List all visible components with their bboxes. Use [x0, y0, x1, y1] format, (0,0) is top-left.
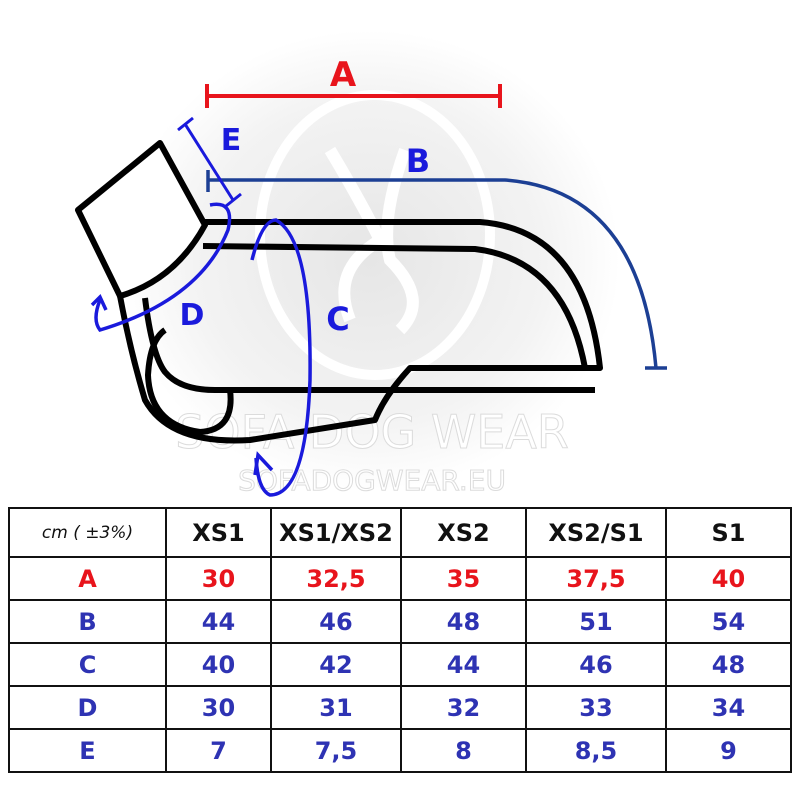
column-header: XS2 [400, 507, 527, 558]
column-header: XS1 [165, 507, 272, 558]
cell: 46 [270, 599, 402, 644]
cell: 42 [270, 642, 402, 687]
watermark-brand: SOFA DOG WEAR [175, 405, 569, 459]
cell: 48 [400, 599, 527, 644]
table-row: C 40 42 44 46 48 [8, 642, 792, 687]
cell: 7 [165, 728, 272, 773]
column-header: XS1/XS2 [270, 507, 402, 558]
cell: 44 [400, 642, 527, 687]
row-label: A [8, 556, 167, 601]
measure-d [90, 202, 232, 333]
measure-b [206, 170, 667, 370]
table-row: A 30 32,5 35 37,5 40 [8, 556, 792, 601]
cell: 44 [165, 599, 272, 644]
cell: 8 [400, 728, 527, 773]
cell: 32,5 [270, 556, 402, 601]
cell: 40 [665, 556, 792, 601]
label-e: E [221, 123, 242, 158]
table-row: D 30 31 32 33 34 [8, 685, 792, 730]
cell: 30 [165, 685, 272, 730]
row-label: E [8, 728, 167, 773]
cell: 48 [665, 642, 792, 687]
cell: 33 [525, 685, 667, 730]
size-table: cm ( ±3%) XS1 XS1/XS2 XS2 XS2/S1 S1 A 30… [8, 507, 792, 773]
garment-outline [75, 140, 603, 444]
table-row: B 44 46 48 51 54 [8, 599, 792, 644]
watermark-logo: SOFA DOG WEAR SOFADOGWEAR.EU [120, 30, 620, 498]
row-label: C [8, 642, 167, 687]
cell: 46 [525, 642, 667, 687]
row-label: D [8, 685, 167, 730]
cell: 34 [665, 685, 792, 730]
cell: 51 [525, 599, 667, 644]
cell: 37,5 [525, 556, 667, 601]
label-c: C [326, 300, 349, 338]
cell: 40 [165, 642, 272, 687]
cell: 54 [665, 599, 792, 644]
unit-label: cm ( ±3%) [8, 507, 167, 558]
cell: 8,5 [525, 728, 667, 773]
cell: 32 [400, 685, 527, 730]
label-a: A [330, 55, 357, 95]
table-header-row: cm ( ±3%) XS1 XS1/XS2 XS2 XS2/S1 S1 [8, 507, 792, 558]
measure-e [177, 116, 242, 208]
cell: 31 [270, 685, 402, 730]
column-header: S1 [665, 507, 792, 558]
measure-a [205, 84, 502, 108]
cell: 35 [400, 556, 527, 601]
cell: 30 [165, 556, 272, 601]
row-label: B [8, 599, 167, 644]
measure-c [250, 218, 312, 497]
cell: 9 [665, 728, 792, 773]
cell: 7,5 [270, 728, 402, 773]
label-b: B [406, 142, 430, 180]
garment-size-diagram: SOFA DOG WEAR SOFADOGWEAR.EU A B E D C [75, 30, 667, 498]
column-header: XS2/S1 [525, 507, 667, 558]
watermark-url: SOFADOGWEAR.EU [238, 464, 506, 497]
table-row: E 7 7,5 8 8,5 9 [8, 728, 792, 773]
label-d: D [180, 298, 205, 333]
